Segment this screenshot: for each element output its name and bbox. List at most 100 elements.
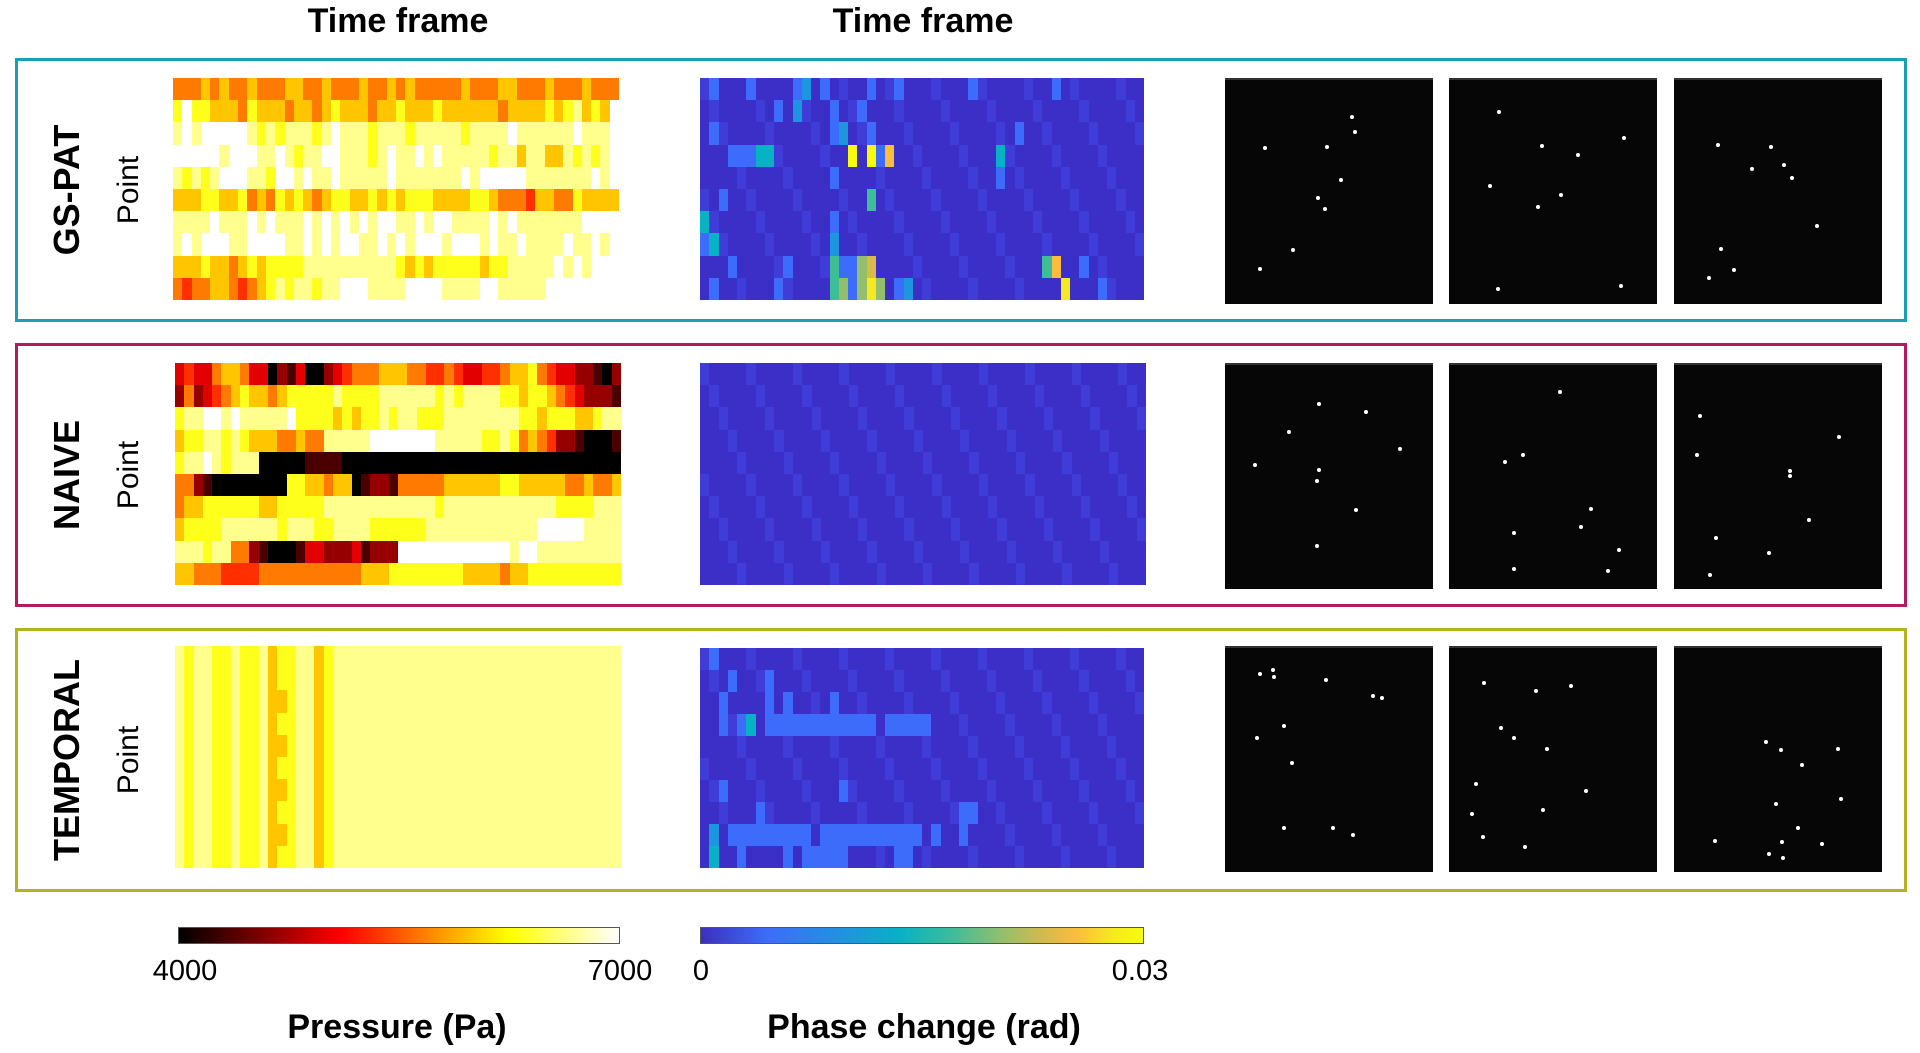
heatmap-cell [500, 779, 510, 802]
heatmap-cell [977, 100, 987, 123]
heatmap-cell [332, 690, 343, 713]
heatmap-cell [1080, 429, 1091, 452]
heatmap-cell [553, 233, 564, 256]
heatmap-cell [820, 474, 831, 497]
heatmap-cell [332, 407, 343, 430]
heatmap-cell [718, 407, 728, 430]
heatmap-cell [518, 690, 529, 713]
heatmap-cell [718, 670, 728, 692]
heatmap-cell [1134, 122, 1144, 145]
heatmap-cell [249, 451, 259, 474]
heatmap-cell [857, 474, 868, 497]
heatmap-cell [591, 233, 601, 256]
heatmap-cell [783, 496, 793, 519]
heatmap-cell [949, 780, 959, 802]
heatmap-cell [1088, 648, 1098, 670]
heatmap-cell [820, 824, 830, 846]
heatmap-cell [284, 233, 294, 256]
heatmap-cell [700, 277, 710, 300]
heatmap-cell [305, 845, 315, 868]
heatmap-cell [978, 474, 989, 497]
heatmap-cell [498, 78, 508, 101]
heatmap-cell [340, 166, 350, 189]
heatmap-cell [433, 277, 443, 300]
heatmap-cell [997, 407, 1007, 430]
heatmap-cell [212, 734, 222, 757]
heatmap-cell [1006, 474, 1016, 497]
heatmap-cell [442, 255, 452, 278]
heatmap-cell [481, 712, 491, 735]
heatmap-cell [829, 166, 839, 189]
heatmap-cell [370, 779, 380, 802]
heatmap-cell [876, 496, 886, 519]
heatmap-cell [764, 846, 774, 868]
heatmap-cell [923, 540, 933, 563]
heatmap-cell [848, 211, 858, 234]
heatmap-cell [746, 540, 756, 563]
heatmap-cell [848, 562, 858, 585]
heatmap-cell [839, 385, 849, 408]
heatmap-cell [553, 166, 564, 189]
heatmap-cell [718, 518, 728, 541]
heatmap-cell [718, 451, 728, 474]
heatmap-cell [602, 668, 612, 691]
heatmap-cell [783, 385, 793, 408]
heatmap-cell [838, 78, 848, 101]
heatmap-cell [481, 757, 491, 780]
heatmap-cell [386, 233, 396, 256]
heatmap-cell [416, 823, 426, 846]
heatmap-cell [848, 692, 858, 714]
heatmap-cell [709, 100, 719, 123]
heatmap-cell [481, 646, 491, 669]
heatmap-cell [398, 712, 408, 735]
heatmap-cell [546, 845, 556, 868]
heatmap-cell [968, 780, 978, 802]
heatmap-cell [1023, 166, 1033, 189]
heatmap-cell [463, 668, 473, 691]
heatmap-cell [988, 518, 998, 541]
heatmap-cell [330, 100, 341, 123]
heatmap-cell [305, 407, 315, 430]
heatmap-cell [386, 277, 396, 300]
heatmap-cell [507, 122, 517, 145]
heatmap-cell [498, 166, 508, 189]
heatmap-cell [305, 690, 315, 713]
heatmap-cell [774, 496, 784, 519]
heatmap-cell [774, 363, 784, 386]
heatmap-cell [463, 734, 473, 757]
heatmap-cell [1060, 780, 1070, 802]
heatmap-cell [718, 144, 728, 167]
heatmap-cell [811, 385, 821, 408]
heatmap-cell [358, 211, 369, 234]
heatmap-cell [565, 801, 575, 824]
heatmap-cell [801, 758, 811, 780]
heatmap-cell [811, 736, 821, 758]
heatmap-cell [1005, 648, 1015, 670]
heatmap-cell [811, 474, 821, 497]
heatmap-cell [727, 363, 738, 386]
heatmap-cell [727, 189, 737, 212]
heatmap-cell [977, 189, 987, 212]
heatmap-cell [321, 233, 331, 256]
heatmap-cell [1015, 363, 1026, 386]
heatmap-cell [867, 429, 877, 452]
heatmap-cell [904, 385, 914, 408]
heatmap-cell [284, 166, 294, 189]
heatmap-cell [830, 540, 840, 563]
heatmap-cell [500, 845, 510, 868]
heatmap-cell [249, 712, 259, 735]
heatmap-cell [1099, 562, 1109, 585]
heatmap-cell [230, 779, 241, 802]
heatmap-cell [876, 518, 886, 541]
heatmap-cell [498, 100, 508, 123]
heatmap-cell [922, 211, 932, 234]
heatmap-cell [295, 757, 306, 780]
particle-dot [1621, 135, 1626, 140]
particle-dot [1324, 144, 1329, 149]
heatmap-cell [988, 363, 998, 386]
heatmap-cell [940, 670, 950, 692]
heatmap-cell [240, 646, 250, 669]
heatmap-cell [838, 255, 848, 278]
heatmap-cell [811, 189, 821, 212]
phase-colorbar [700, 927, 1144, 944]
